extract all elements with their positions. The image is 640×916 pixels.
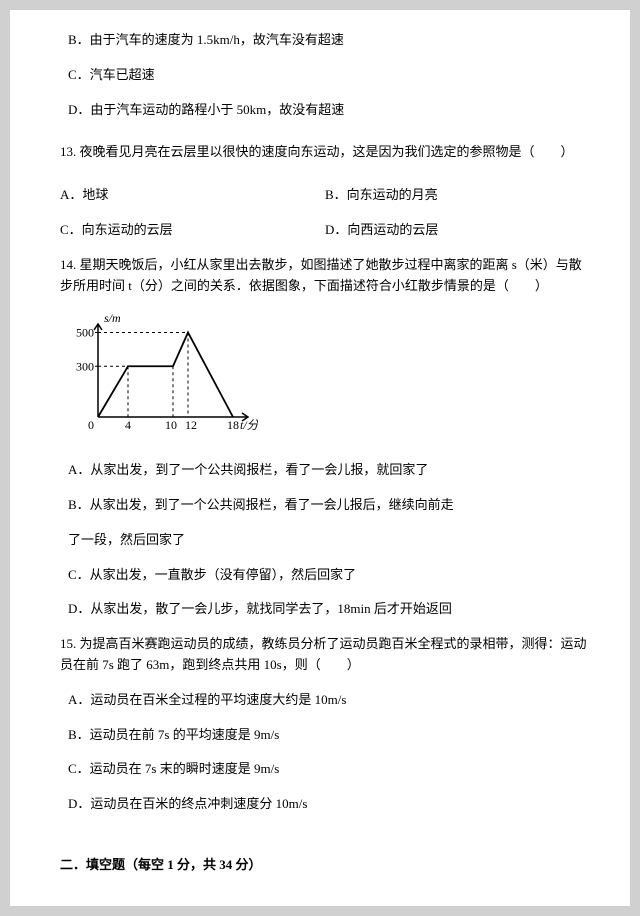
q14-graph: 500 300 0 4 10 12 18 s/m t/分 (68, 310, 590, 442)
q12-option-c: C．汽车已超速 (60, 65, 590, 86)
q13-option-a: A．地球 (60, 185, 325, 206)
q14-option-d: D．从家出发，散了一会儿步，就找同学去了，18min 后才开始返回 (60, 599, 590, 620)
q13-option-d: D．向西运动的云层 (325, 220, 590, 241)
svg-text:t/分: t/分 (240, 418, 258, 432)
q13-option-c: C．向东运动的云层 (60, 220, 325, 241)
q15-option-c: C．运动员在 7s 末的瞬时速度是 9m/s (60, 759, 590, 780)
svg-text:s/m: s/m (104, 311, 121, 325)
q15-stem: 15. 为提高百米赛跑运动员的成绩，教练员分析了运动员跑百米全程式的录相带，测得… (60, 634, 590, 676)
q14-option-b-cont: 了一段，然后回家了 (60, 530, 590, 551)
svg-text:4: 4 (125, 418, 131, 432)
svg-text:0: 0 (88, 418, 94, 432)
q13-option-b: B．向东运动的月亮 (325, 185, 590, 206)
exam-page: B．由于汽车的速度为 1.5km/h，故汽车没有超速 C．汽车已超速 D．由于汽… (10, 10, 630, 906)
q12-option-b: B．由于汽车的速度为 1.5km/h，故汽车没有超速 (60, 30, 590, 51)
q14-option-c: C．从家出发，一直散步（没有停留），然后回家了 (60, 565, 590, 586)
q14-stem: 14. 星期天晚饭后，小红从家里出去散步，如图描述了她散步过程中离家的距离 s（… (60, 255, 590, 297)
q15-option-d: D．运动员在百米的终点冲刺速度分 10m/s (60, 794, 590, 815)
svg-text:10: 10 (165, 418, 177, 432)
svg-text:300: 300 (76, 360, 94, 374)
q15-option-b: B．运动员在前 7s 的平均速度是 9m/s (60, 725, 590, 746)
q13-row-ab: A．地球 B．向东运动的月亮 (60, 185, 590, 206)
q14-option-b: B．从家出发，到了一个公共阅报栏，看了一会儿报后，继续向前走 (60, 495, 590, 516)
svg-text:12: 12 (185, 418, 197, 432)
q15-option-a: A．运动员在百米全过程的平均速度大约是 10m/s (60, 690, 590, 711)
q13-row-cd: C．向东运动的云层 D．向西运动的云层 (60, 220, 590, 241)
distance-time-chart: 500 300 0 4 10 12 18 s/m t/分 (68, 310, 258, 435)
section-2-title: 二．填空题（每空 1 分，共 34 分） (60, 855, 590, 876)
q12-option-d: D．由于汽车运动的路程小于 50km，故没有超速 (60, 100, 590, 121)
q14-option-a: A．从家出发，到了一个公共阅报栏，看了一会儿报，就回家了 (60, 460, 590, 481)
q13-stem: 13. 夜晚看见月亮在云层里以很快的速度向东运动，这是因为我们选定的参照物是（ … (60, 142, 590, 163)
svg-text:18: 18 (227, 418, 239, 432)
svg-text:500: 500 (76, 326, 94, 340)
